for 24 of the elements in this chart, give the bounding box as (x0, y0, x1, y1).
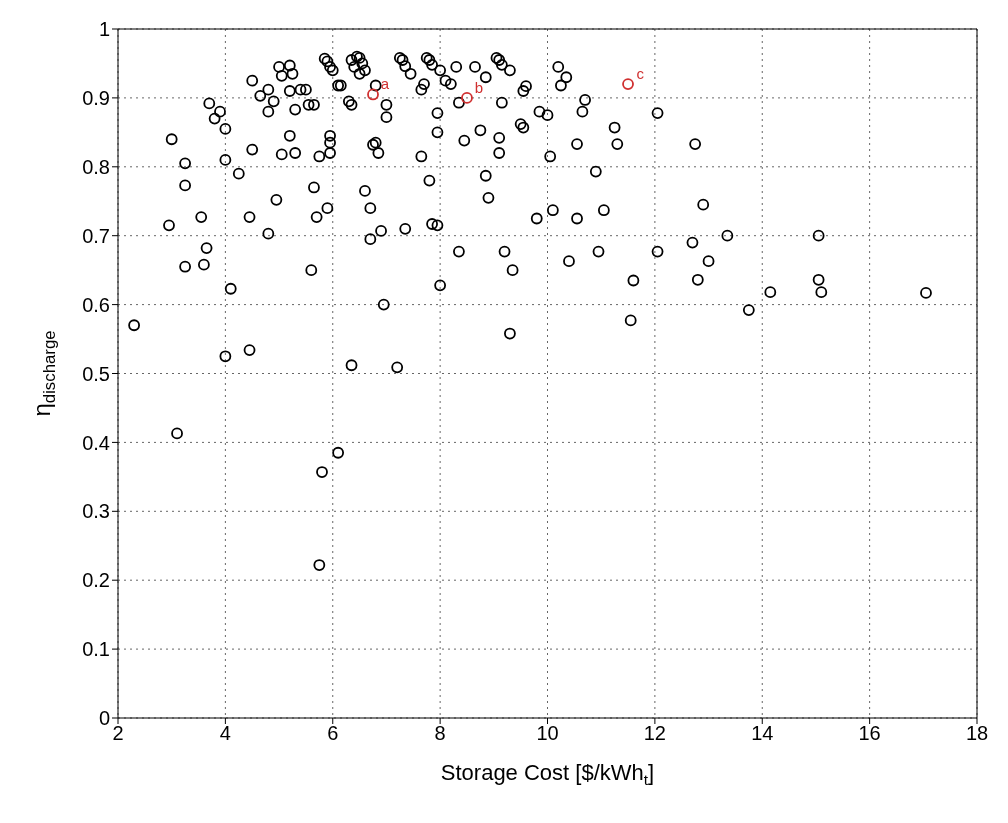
x-tick-label: 2 (112, 722, 124, 745)
y-tick-label: 0.7 (82, 224, 110, 247)
x-tick-label: 14 (751, 722, 774, 745)
y-tick-label: 0.5 (82, 362, 110, 385)
y-tick-label: 0.9 (82, 87, 110, 109)
x-tick-label: 12 (643, 722, 666, 745)
annotation: b (474, 78, 483, 96)
x-tick-label: 10 (536, 722, 559, 745)
x-tick-label: 6 (327, 722, 339, 745)
y-tick-label: 1 (98, 18, 110, 41)
x-tick-label: 4 (219, 722, 231, 745)
y-tick-label: 0.3 (82, 500, 110, 523)
annotation: c (636, 64, 645, 82)
x-tick-label: 8 (434, 722, 446, 745)
x-axis-title: Storage Cost [$/kWh$_{t}$] (440, 760, 655, 788)
y-tick-label: 0.2 (82, 569, 110, 592)
y-tick-label: 0.1 (82, 638, 110, 661)
y-tick-label: 0.6 (82, 293, 110, 316)
y-tick-label: 0.4 (82, 431, 110, 454)
x-tick-label: 18 (965, 722, 989, 745)
y-tick-label: 0.8 (82, 155, 110, 178)
y-tick-label: 0 (98, 707, 110, 730)
annotation: a (380, 75, 390, 93)
x-tick-label: 16 (858, 722, 881, 745)
